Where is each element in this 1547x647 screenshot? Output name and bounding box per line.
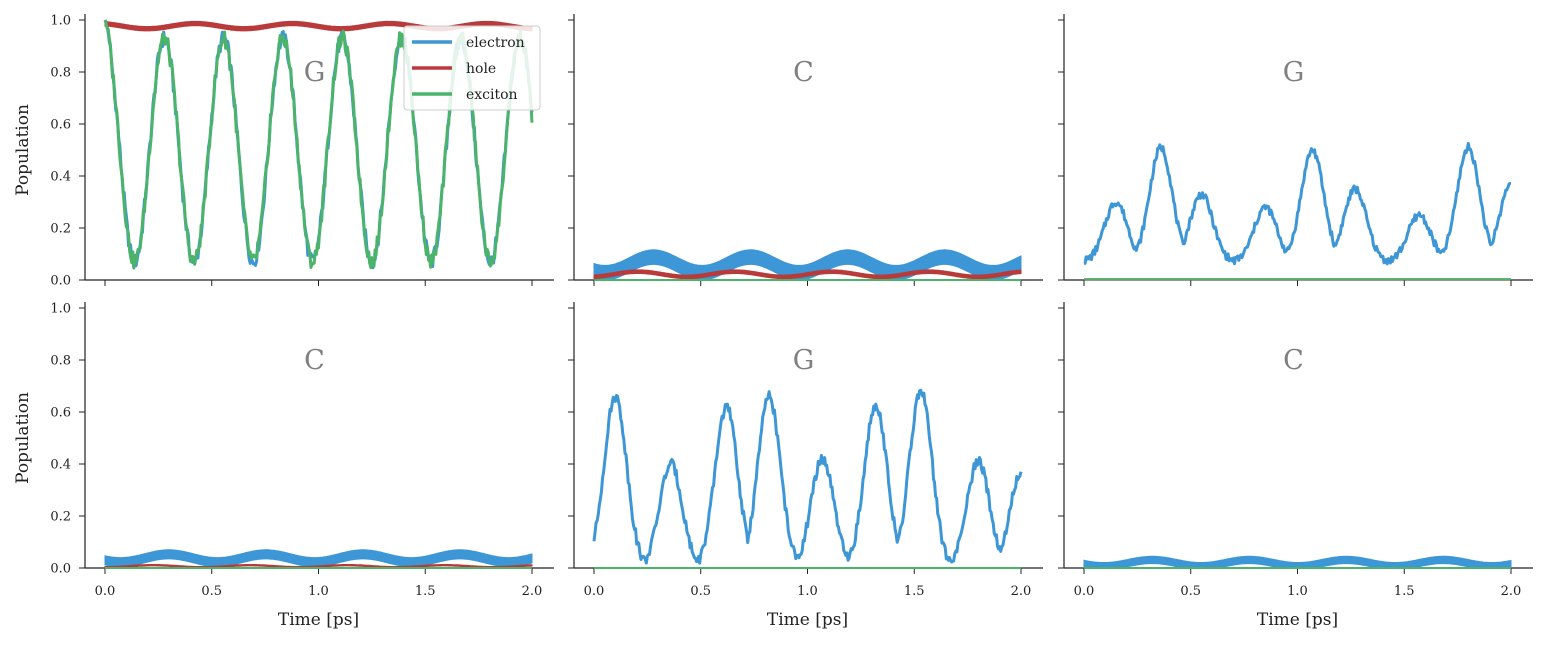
y-tick-label: 0.6 bbox=[50, 406, 71, 421]
y-tick-label: 0.2 bbox=[50, 510, 71, 525]
x-tick-label: 2.0 bbox=[1501, 584, 1522, 599]
x-axis-title: Time [ps] bbox=[767, 610, 848, 630]
legend-box bbox=[403, 25, 541, 111]
y-tick-label: 0.6 bbox=[50, 118, 71, 133]
series-electron bbox=[104, 549, 533, 568]
x-tick-label: 0.5 bbox=[1180, 584, 1201, 599]
panel-label: C bbox=[1283, 345, 1304, 376]
y-tick-label: 0.4 bbox=[50, 170, 71, 185]
y-tick-label: 1.0 bbox=[50, 14, 71, 29]
series-electron bbox=[592, 388, 1023, 565]
y-tick-label: 0.4 bbox=[50, 458, 71, 473]
x-tick-label: 1.0 bbox=[1287, 584, 1308, 599]
y-tick-label: 0.2 bbox=[50, 222, 71, 237]
x-tick-label: 1.0 bbox=[308, 584, 329, 599]
x-tick-label: 0.5 bbox=[690, 584, 711, 599]
x-tick-label: 1.5 bbox=[904, 584, 925, 599]
x-tick-label: 0.5 bbox=[201, 584, 222, 599]
panel-3: G bbox=[1058, 14, 1533, 286]
y-tick-label: 0.0 bbox=[50, 562, 71, 577]
legend-label-electron: electron bbox=[466, 35, 525, 51]
y-axis-title: Population bbox=[13, 392, 33, 484]
panel-label: G bbox=[793, 345, 815, 376]
panel-label: C bbox=[304, 345, 325, 376]
x-axis-title: Time [ps] bbox=[1257, 610, 1338, 630]
panel-4: 0.0 0.2 0.4 0.6 0.8 1.0 0.0 0.5 1.0 1.5 2.0 Populat… bbox=[13, 302, 554, 630]
panel-2: C bbox=[568, 14, 1043, 286]
x-tick-label: 1.0 bbox=[797, 584, 818, 599]
panel-label: C bbox=[793, 57, 814, 88]
panel-6: 0.0 0.5 1.0 1.5 2.0 Time [ps] C bbox=[1058, 302, 1533, 630]
x-tick-label: 1.5 bbox=[1394, 584, 1415, 599]
panel-label: G bbox=[1283, 57, 1305, 88]
y-tick-label: 0.8 bbox=[50, 66, 71, 81]
y-axis-title: Population bbox=[13, 104, 33, 196]
y-tick-label: 1.0 bbox=[50, 302, 71, 317]
x-axis-title: Time [ps] bbox=[278, 610, 359, 630]
legend-label-hole: hole bbox=[466, 61, 496, 77]
x-tick-label: 2.0 bbox=[522, 584, 543, 599]
panel-5: 0.0 0.5 1.0 1.5 2.0 Time [ps] G bbox=[568, 302, 1043, 630]
x-tick-label: 2.0 bbox=[1011, 584, 1032, 599]
x-tick-label: 0.0 bbox=[95, 584, 116, 599]
x-tick-label: 0.0 bbox=[1074, 584, 1095, 599]
x-tick-label: 0.0 bbox=[584, 584, 605, 599]
y-tick-label: 0.8 bbox=[50, 354, 71, 369]
legend-label-exciton: exciton bbox=[466, 87, 518, 103]
x-tick-label: 1.5 bbox=[415, 584, 436, 599]
series-electron bbox=[1083, 555, 1512, 569]
series-electron bbox=[1083, 142, 1512, 266]
y-tick-label: 0.0 bbox=[50, 274, 71, 289]
panel-label: G bbox=[304, 57, 326, 88]
series-hole bbox=[593, 269, 1022, 280]
